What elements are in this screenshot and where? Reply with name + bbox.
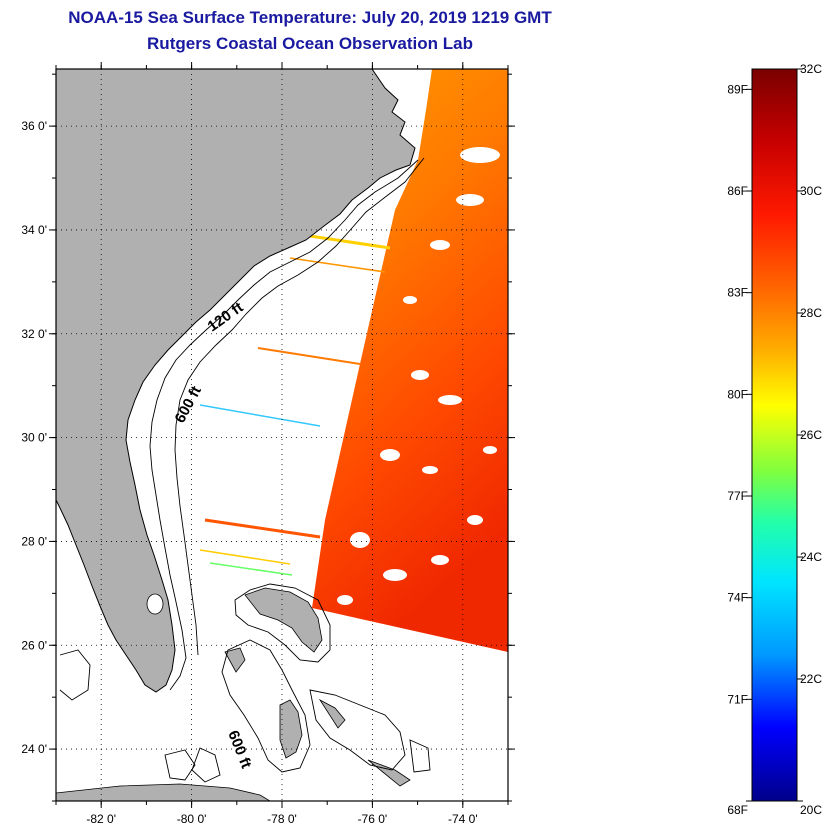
map-subtitle: Rutgers Coastal Ocean Observation Lab: [147, 34, 473, 53]
lat-label: 24 0': [21, 742, 47, 756]
lat-label: 30 0': [21, 431, 47, 445]
lat-label: 36 0': [21, 119, 47, 133]
sst-swath: [312, 69, 508, 652]
land-cuba: [56, 783, 271, 801]
lon-label: -82 0': [86, 812, 116, 826]
fahrenheit-label: 89F: [727, 82, 748, 96]
lon-label: -80 0': [177, 812, 207, 826]
celsius-label: 20C: [800, 803, 822, 817]
lat-label: 32 0': [21, 327, 47, 341]
celsius-label: 26C: [800, 428, 822, 442]
land-east-coast: [56, 69, 416, 693]
colorbar-labels: 32C 30C 28C 26C 24C 22C 20C 89F 86F 83F 80F 77F 74F 7…: [727, 62, 822, 817]
fahrenheit-label: 86F: [727, 184, 748, 198]
lon-label: -78 0': [267, 812, 297, 826]
colorbar-ticks: [746, 68, 803, 802]
bathymetry-contours: [59, 157, 431, 783]
fahrenheit-label: 80F: [727, 387, 748, 401]
fahrenheit-label: 77F: [727, 489, 748, 503]
axis-labels: -82 0' -80 0' -78 0' -76 0' -74 0' 36 0' 34 0'…: [21, 119, 477, 826]
cloud-mask: [337, 147, 500, 605]
lat-label: 34 0': [21, 223, 47, 237]
lon-label: -76 0': [358, 812, 388, 826]
celsius-label: 32C: [800, 62, 822, 76]
celsius-label: 28C: [800, 306, 822, 320]
fahrenheit-label: 71F: [727, 692, 748, 706]
lat-label: 26 0': [21, 638, 47, 652]
lake-okeechobee: [146, 593, 164, 615]
fahrenheit-label: 83F: [727, 286, 748, 300]
colorbar: [751, 68, 798, 802]
celsius-label: 22C: [800, 672, 822, 686]
graticule: [56, 69, 508, 801]
celsius-label: 24C: [800, 550, 822, 564]
axis-ticks: [49, 62, 515, 808]
map-title: NOAA-15 Sea Surface Temperature: July 20…: [68, 8, 552, 27]
fahrenheit-label: 74F: [727, 591, 748, 605]
celsius-label: 30C: [800, 184, 822, 198]
lon-label: -74 0': [448, 812, 478, 826]
lat-label: 28 0': [21, 534, 47, 548]
fahrenheit-label: 68F: [727, 803, 748, 817]
